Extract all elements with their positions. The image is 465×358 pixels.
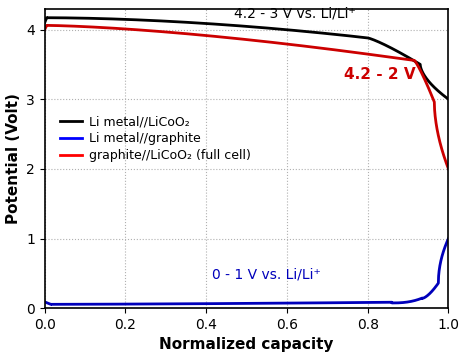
Text: 4.2 - 3 V vs. Li/Li⁺: 4.2 - 3 V vs. Li/Li⁺ [234, 6, 356, 20]
graphite//LiCoO₂ (full cell) [445, 167, 451, 171]
Li metal//LiCoO₂ [290, 28, 296, 33]
X-axis label: Normalized capacity: Normalized capacity [159, 338, 334, 352]
graphite//LiCoO₂ (full cell) [341, 49, 346, 53]
Li metal//LiCoO₂ [297, 29, 302, 33]
graphite//LiCoO₂ (full cell) [137, 28, 142, 32]
Li metal//LiCoO₂ [272, 26, 278, 31]
Li metal//LiCoO₂ [42, 20, 47, 25]
Line: graphite//LiCoO₂ (full cell): graphite//LiCoO₂ (full cell) [45, 25, 448, 169]
graphite//LiCoO₂ (full cell) [42, 28, 47, 32]
graphite//LiCoO₂ (full cell) [368, 52, 373, 57]
graphite//LiCoO₂ (full cell) [418, 68, 423, 72]
Text: 4.2 - 2 V: 4.2 - 2 V [344, 67, 416, 82]
graphite//LiCoO₂ (full cell) [44, 23, 49, 28]
Line: Li metal//graphite: Li metal//graphite [45, 238, 448, 304]
Li metal//graphite [287, 301, 293, 305]
Li metal//LiCoO₂ [370, 37, 375, 42]
graphite//LiCoO₂ (full cell) [269, 40, 275, 44]
Li metal//LiCoO₂ [445, 97, 451, 101]
Li metal//LiCoO₂ [390, 47, 395, 51]
Line: Li metal//LiCoO₂: Li metal//LiCoO₂ [45, 18, 448, 99]
Li metal//graphite [68, 302, 74, 306]
Y-axis label: Potential (Volt): Potential (Volt) [6, 93, 20, 224]
Li metal//LiCoO₂ [44, 15, 49, 20]
graphite//LiCoO₂ (full cell) [209, 34, 215, 38]
Li metal//graphite [42, 300, 47, 304]
Li metal//graphite [51, 302, 56, 306]
Li metal//graphite [42, 300, 48, 304]
Text: 0 - 1 V vs. Li/Li⁺: 0 - 1 V vs. Li/Li⁺ [213, 268, 321, 282]
Legend: Li metal//LiCoO₂, Li metal//graphite, graphite//LiCoO₂ (full cell): Li metal//LiCoO₂, Li metal//graphite, gr… [55, 111, 256, 167]
Li metal//graphite [445, 236, 451, 241]
Li metal//graphite [202, 301, 207, 306]
Li metal//graphite [48, 302, 53, 306]
Li metal//LiCoO₂ [333, 32, 339, 37]
Li metal//graphite [213, 301, 219, 306]
